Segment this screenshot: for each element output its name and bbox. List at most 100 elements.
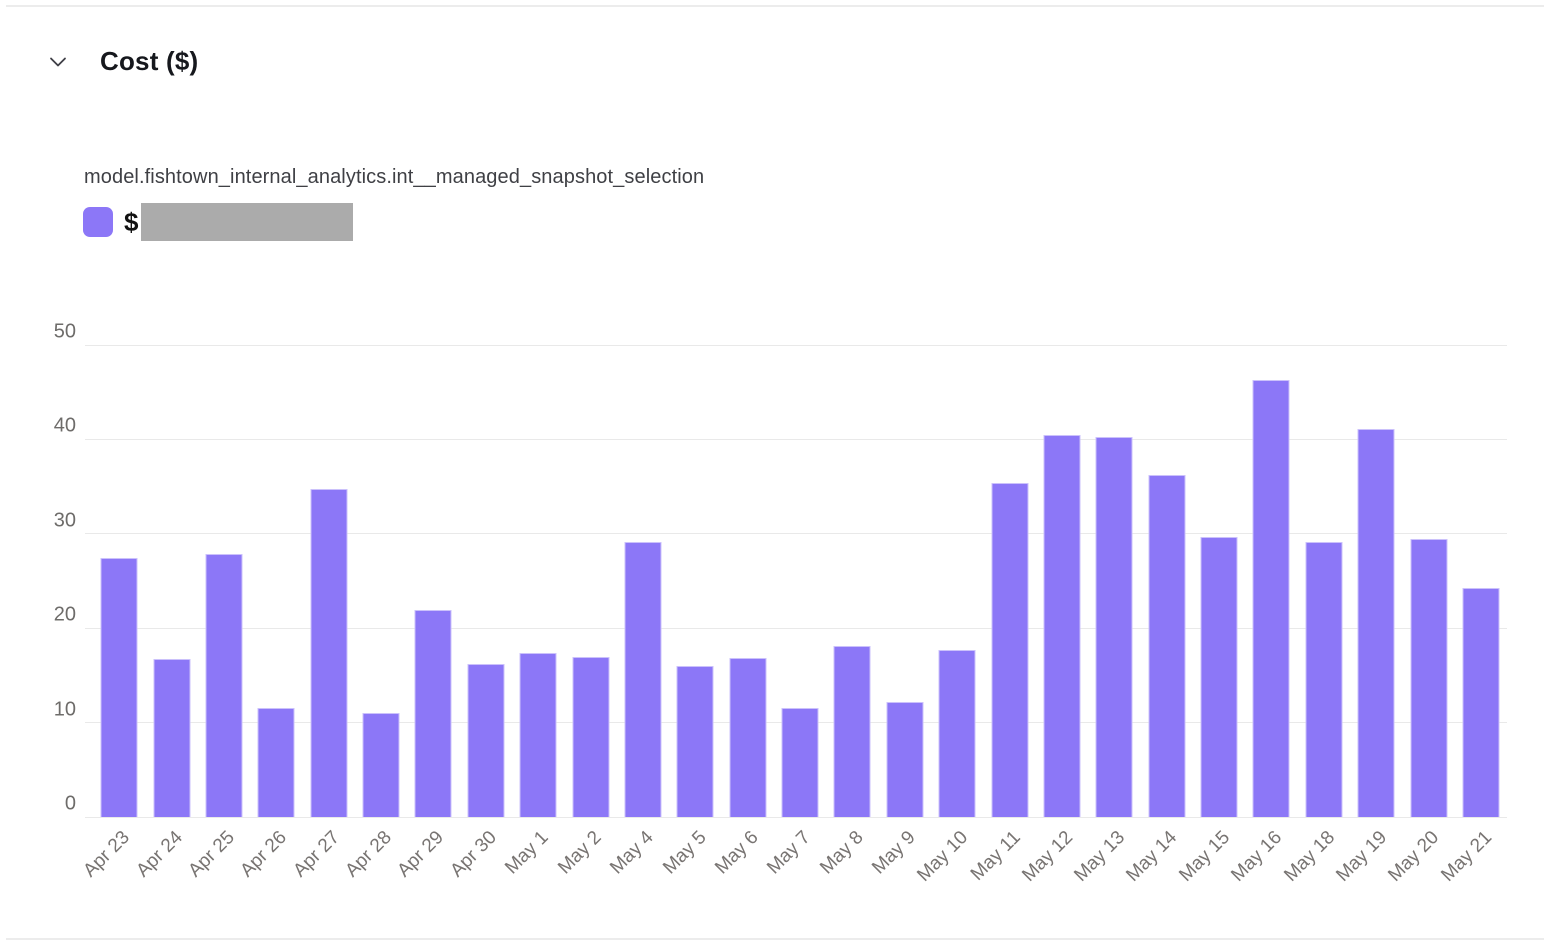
- x-tick-label: May 14: [1122, 827, 1182, 886]
- x-tick-label: Apr 29: [393, 827, 449, 882]
- x-tick-label: Apr 23: [79, 827, 135, 882]
- section-header: Cost ($): [46, 46, 198, 77]
- redacted-value: [141, 203, 354, 241]
- x-tick-label: May 4: [606, 827, 658, 879]
- bar[interactable]: [519, 652, 557, 817]
- y-tick-label: 30: [53, 509, 76, 532]
- bar[interactable]: [1252, 379, 1290, 817]
- bar-band: May 7: [763, 345, 826, 878]
- bar-band: Apr 23: [80, 345, 145, 881]
- bar[interactable]: [676, 665, 714, 817]
- bar[interactable]: [1462, 587, 1500, 817]
- bar-band: May 12: [1018, 345, 1088, 886]
- bar-band: May 5: [659, 345, 721, 878]
- bar-band: May 9: [868, 345, 931, 878]
- x-tick-label: Apr 26: [236, 827, 292, 882]
- x-tick-label: May 20: [1384, 827, 1444, 886]
- bar-band: Apr 27: [289, 345, 355, 881]
- bar[interactable]: [1200, 536, 1238, 817]
- bar[interactable]: [153, 659, 191, 817]
- bar[interactable]: [310, 489, 348, 817]
- bar[interactable]: [1357, 429, 1395, 817]
- y-tick-label: 50: [53, 320, 76, 343]
- x-tick-label: Apr 30: [446, 827, 501, 882]
- bar[interactable]: [467, 664, 505, 817]
- x-tick-label: May 15: [1175, 827, 1234, 886]
- bar[interactable]: [205, 553, 243, 817]
- bar-band: May 15: [1175, 345, 1245, 886]
- bar[interactable]: [938, 649, 976, 817]
- bar-band: May 19: [1332, 345, 1402, 886]
- series-label: model.fishtown_internal_analytics.int__m…: [84, 166, 705, 188]
- bar-band: May 18: [1280, 345, 1350, 886]
- bar[interactable]: [1148, 475, 1186, 817]
- bar[interactable]: [1043, 434, 1081, 817]
- bar-band: Apr 25: [184, 345, 250, 881]
- y-axis: 0 10 20 30 40 50: [0, 321, 76, 817]
- bar[interactable]: [1305, 542, 1343, 817]
- x-tick-label: Apr 25: [184, 827, 239, 882]
- x-tick-label: May 7: [763, 827, 815, 879]
- chevron-down-icon[interactable]: [46, 50, 70, 74]
- x-tick-label: May 8: [815, 827, 868, 879]
- bar-band: Apr 28: [341, 345, 407, 881]
- bar[interactable]: [991, 482, 1029, 817]
- x-tick-label: May 5: [658, 827, 711, 879]
- x-tick-label: May 6: [711, 827, 763, 879]
- bar[interactable]: [362, 713, 400, 817]
- bar[interactable]: [833, 646, 871, 817]
- bar[interactable]: [257, 708, 295, 817]
- x-tick-label: May 12: [1017, 827, 1077, 886]
- x-tick-label: May 18: [1279, 827, 1339, 886]
- x-tick-label: Apr 27: [289, 827, 344, 882]
- bars-row: Apr 23 Apr 24 Apr 25 Apr 26 Apr 27 Apr 28 Apr …: [80, 345, 1507, 886]
- bar[interactable]: [1095, 436, 1133, 817]
- legend-swatch: [83, 207, 113, 237]
- bar-band: Apr 26: [237, 345, 302, 881]
- cost-bar-chart: Apr 23 Apr 24 Apr 25 Apr 26 Apr 27 Apr 28 Apr …: [80, 344, 1507, 886]
- bar-band: May 6: [711, 345, 774, 878]
- bar[interactable]: [100, 558, 138, 817]
- bar-band: May 21: [1437, 345, 1507, 886]
- bar-band: Apr 24: [132, 345, 197, 881]
- bar[interactable]: [781, 708, 819, 817]
- x-tick-label: May 13: [1070, 827, 1130, 886]
- x-tick-label: May 16: [1227, 827, 1287, 886]
- bar[interactable]: [886, 701, 924, 817]
- x-tick-label: May 2: [553, 827, 606, 879]
- legend-item[interactable]: $: [83, 203, 354, 241]
- bottom-divider: [6, 938, 1544, 940]
- bar-band: May 10: [913, 345, 983, 886]
- bar-band: May 11: [966, 345, 1035, 885]
- bar-band: May 1: [502, 345, 564, 878]
- bar-band: May 4: [606, 345, 669, 878]
- bar[interactable]: [1410, 538, 1448, 817]
- bar[interactable]: [729, 658, 767, 817]
- x-tick-label: May 11: [966, 827, 1025, 885]
- bar-band: Apr 29: [394, 345, 459, 881]
- x-tick-label: Apr 28: [341, 827, 396, 882]
- bar-band: May 16: [1227, 345, 1297, 886]
- y-tick-label: 40: [53, 414, 76, 437]
- gridline: [85, 344, 1507, 346]
- bar-band: May 13: [1070, 345, 1140, 886]
- gridline: [85, 533, 1507, 535]
- bar[interactable]: [624, 542, 662, 817]
- bar[interactable]: [572, 657, 610, 817]
- bar[interactable]: [414, 610, 452, 817]
- x-tick-label: May 21: [1436, 827, 1496, 886]
- top-divider: [6, 5, 1544, 7]
- bar-band: May 20: [1385, 345, 1454, 886]
- page-title: Cost ($): [100, 46, 199, 76]
- legend-value-prefix: $: [124, 206, 139, 237]
- bar-band: May 14: [1123, 345, 1193, 886]
- gridline: [85, 438, 1507, 440]
- gridline: [85, 816, 1507, 818]
- x-tick-label: May 19: [1332, 827, 1392, 886]
- y-tick-label: 20: [53, 603, 76, 626]
- y-tick-label: 0: [64, 792, 76, 815]
- x-tick-label: May 1: [501, 827, 554, 879]
- x-tick-label: May 10: [913, 827, 973, 886]
- y-tick-label: 10: [53, 698, 76, 721]
